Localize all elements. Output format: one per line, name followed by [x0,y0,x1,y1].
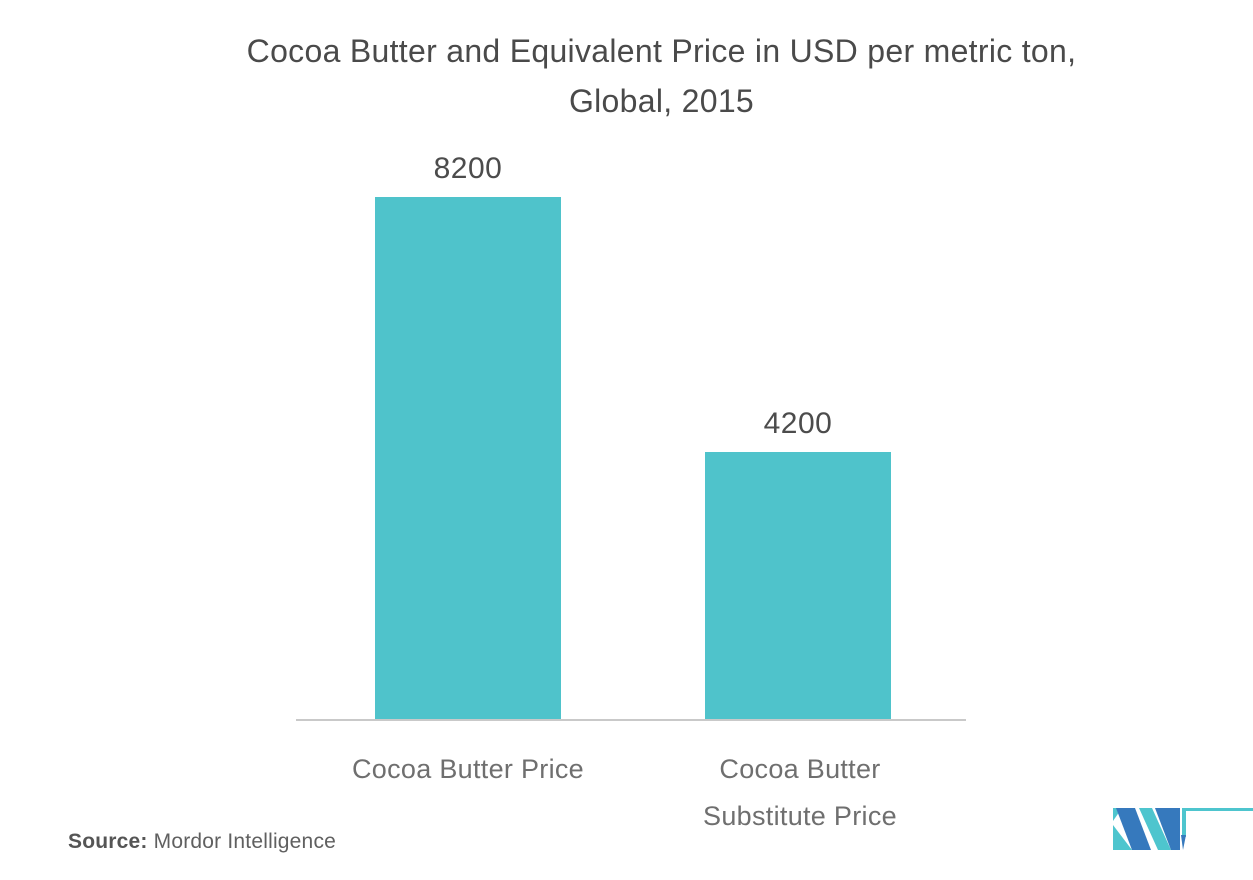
logo-shape-teal-bar [1182,808,1186,837]
bar-group-cocoa-butter-substitute: 4200 [705,407,891,719]
logo-shape-teal-bottom-left [1113,825,1132,850]
logo-shape-blue-wedge [1181,835,1186,850]
category-label-cocoa-butter-substitute: Cocoa Butter Substitute Price [703,754,897,828]
x-axis-line [296,719,966,721]
category-label-cocoa-butter: Cocoa Butter Price [352,754,584,784]
bar-cocoa-butter-substitute [705,452,891,719]
bar-value-label: 8200 [433,152,503,185]
bar-group-cocoa-butter: 8200 [375,152,561,719]
bar-cocoa-butter [375,197,561,719]
source-label: Source: [68,830,148,853]
chart-title-line1: Cocoa Butter and Equivalent Price in USD… [246,33,1077,69]
logo-shape-blue-right [1155,808,1180,850]
source-text: Source: Mordor Intelligence [68,830,336,854]
mordor-intelligence-logo [1113,808,1186,850]
logo-shape-blue-diagonal-1 [1116,808,1151,850]
chart-title-line2: Global, 2015 [568,83,755,119]
logo-shape-teal-diagonal-2 [1139,808,1171,850]
source-value: Mordor Intelligence [147,830,337,853]
bar-value-label: 4200 [763,407,833,440]
chart-title: Cocoa Butter and Equivalent Price in USD… [70,26,1253,126]
logo-accent-line [1186,808,1253,811]
